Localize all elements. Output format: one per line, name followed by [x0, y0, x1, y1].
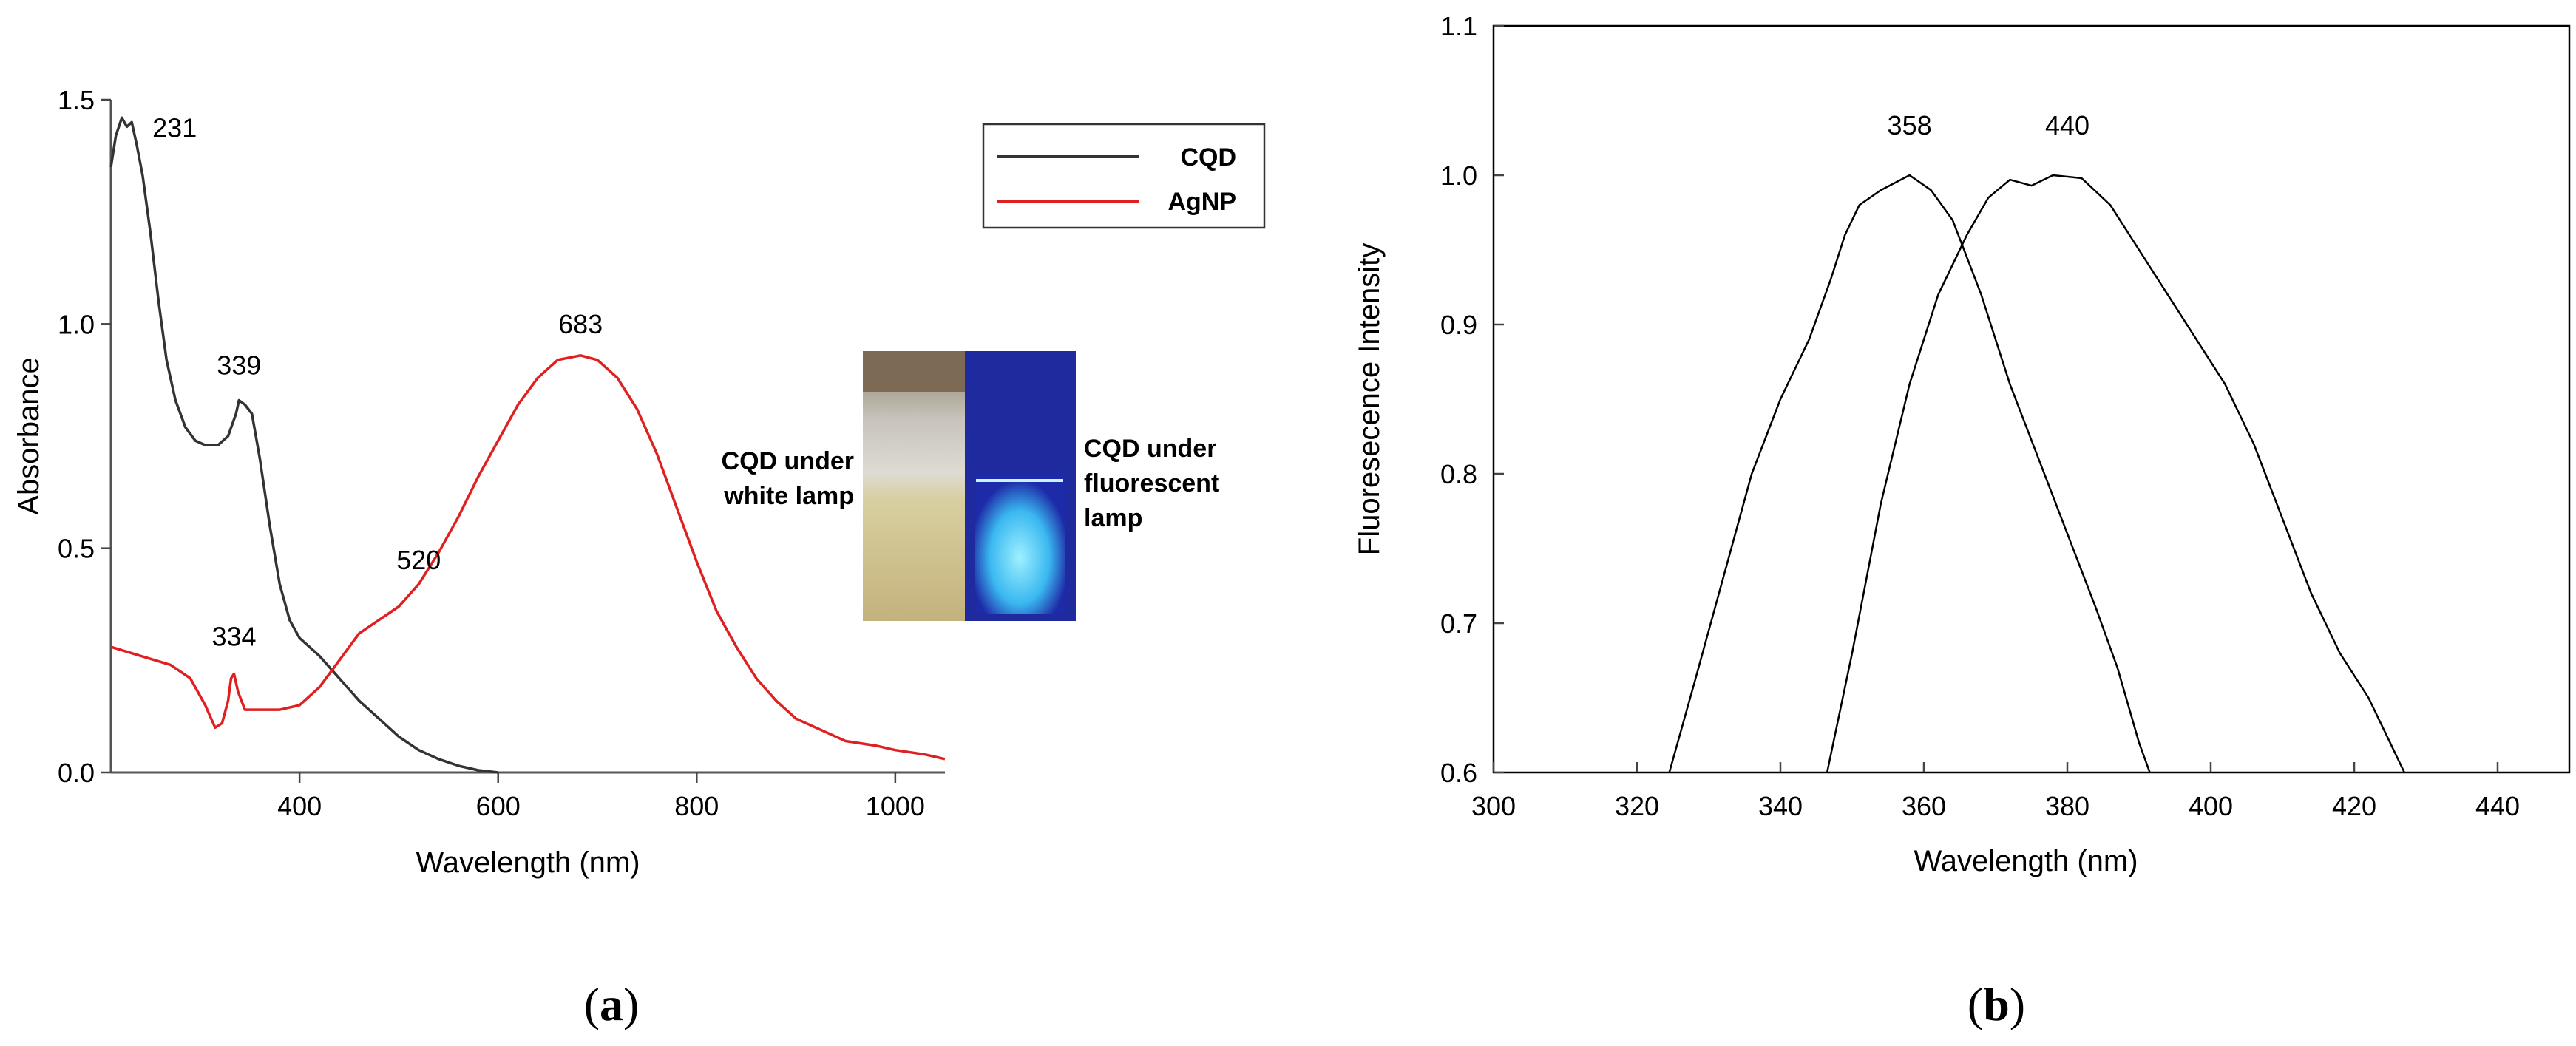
panel-b-label-open: ( [1967, 978, 1983, 1030]
panel-b-y-tick-label: 0.9 [1440, 310, 1477, 340]
panel-b-label: (b) [1967, 978, 2025, 1030]
panel-b-peak-label: 440 [2045, 110, 2089, 140]
panel-b-frame [1492, 24, 2571, 774]
panel-b-x-tick-label: 420 [2332, 791, 2376, 821]
panel-a-chart: 400 600 800 1000 0.0 0.5 1.0 1.5 231 339 334 520 68… [13, 85, 1266, 879]
inset-photos [863, 351, 1076, 621]
legend-label-cqd: CQD [1180, 143, 1236, 171]
inset-caption-left: CQD under white lamp [722, 447, 854, 510]
panel-b-x-tick-label: 320 [1615, 791, 1659, 821]
panel-b-series [1668, 174, 2406, 773]
panel-b-x-tick-label: 340 [1758, 791, 1803, 821]
panel-a-y-tick-label: 0.0 [58, 758, 95, 788]
panel-a-label-open: ( [584, 978, 600, 1030]
panel-a-annotations: 231 339 334 520 683 [152, 112, 603, 651]
panel-a-x-tick-label: 600 [476, 791, 521, 821]
panel-b-y-tick-label: 0.7 [1440, 608, 1477, 639]
inset-caption-right-line-3: lamp [1084, 504, 1142, 532]
photo-white-lamp [863, 351, 965, 621]
panel-a-x-tick-label: 1000 [866, 791, 925, 821]
panel-b-series-line-curve-1 [1668, 174, 2151, 773]
panel-b-series-line-curve-2 [1826, 174, 2406, 773]
panel-a-ticks: 400 600 800 1000 0.0 0.5 1.0 1.5 [58, 85, 925, 821]
panel-a-x-axis-title: Wavelength (nm) [416, 846, 640, 879]
panel-b-y-tick-label: 0.6 [1440, 758, 1477, 788]
panel-a-legend-box [982, 123, 1266, 229]
panel-a-peak-label: 339 [217, 350, 261, 380]
panel-b-x-tick-label: 360 [1902, 791, 1946, 821]
panel-a-y-tick-label: 0.5 [58, 534, 95, 564]
panel-a-peak-label: 334 [211, 622, 256, 652]
panel-a-label-letter: a [600, 978, 623, 1030]
panel-a-legend: CQD AgNP [982, 123, 1266, 229]
panel-a-label: (a) [584, 978, 640, 1030]
panel-a-peak-label: 683 [558, 309, 603, 339]
panel-a-series-line-agnp [110, 354, 946, 761]
inset-caption-left-line-2: white lamp [723, 482, 854, 510]
panel-a-peak-label: 520 [396, 545, 441, 575]
panel-a-peak-label: 231 [152, 112, 197, 143]
panel-a-series [109, 116, 946, 774]
panel-b-x-tick-label: 380 [2045, 791, 2089, 821]
panel-b-x-tick-label: 440 [2475, 791, 2520, 821]
panel-b-x-tick-label: 400 [2189, 791, 2233, 821]
panel-a-x-tick-label: 400 [277, 791, 322, 821]
legend-label-agnp: AgNP [1167, 188, 1236, 216]
panel-a-y-tick-label: 1.0 [58, 309, 95, 339]
panel-a-x-tick-label: 800 [674, 791, 719, 821]
panel-b-annotations: 358 440 [1888, 110, 2089, 140]
panel-b-chart: 300 320 340 360 380 400 420 440 0.6 0.7 0.8 0.9 1.0 1… [1353, 11, 2571, 877]
inset-caption-right-line-1: CQD under [1084, 435, 1216, 463]
panel-a-label-close: ) [623, 978, 639, 1030]
photo-fluorescent-glow [975, 473, 1065, 614]
panel-b-y-tick-label: 0.8 [1440, 459, 1477, 489]
panel-b-x-axis-title: Wavelength (nm) [1914, 845, 2138, 877]
inset-caption-right: CQD under fluorescent lamp [1084, 435, 1219, 532]
panel-b-ticks: 300 320 340 360 380 400 420 440 0.6 0.7 0.8 0.9 1.0 1… [1440, 11, 2520, 821]
inset-caption-right-line-2: fluorescent [1084, 469, 1219, 497]
photo-white-lamp-cap [863, 351, 965, 392]
panel-a-axes [109, 100, 945, 774]
panel-b-y-axis-title: Fluoresecence Intensity [1353, 243, 1386, 555]
panel-b-label-close: ) [2010, 978, 2025, 1030]
panel-b-y-tick-label: 1.0 [1440, 160, 1477, 191]
panel-b-y-tick-label: 1.1 [1440, 11, 1477, 41]
panel-b-label-letter: b [1983, 978, 2010, 1030]
panel-a-series-line-cqd [109, 116, 498, 774]
panel-b-peak-label: 358 [1888, 110, 1932, 140]
panel-b-x-tick-label: 300 [1471, 791, 1516, 821]
inset-caption-left-line-1: CQD under [722, 447, 854, 475]
panel-a-y-tick-label: 1.5 [58, 85, 95, 115]
panel-a-y-axis-title: Absorbance [13, 357, 45, 514]
